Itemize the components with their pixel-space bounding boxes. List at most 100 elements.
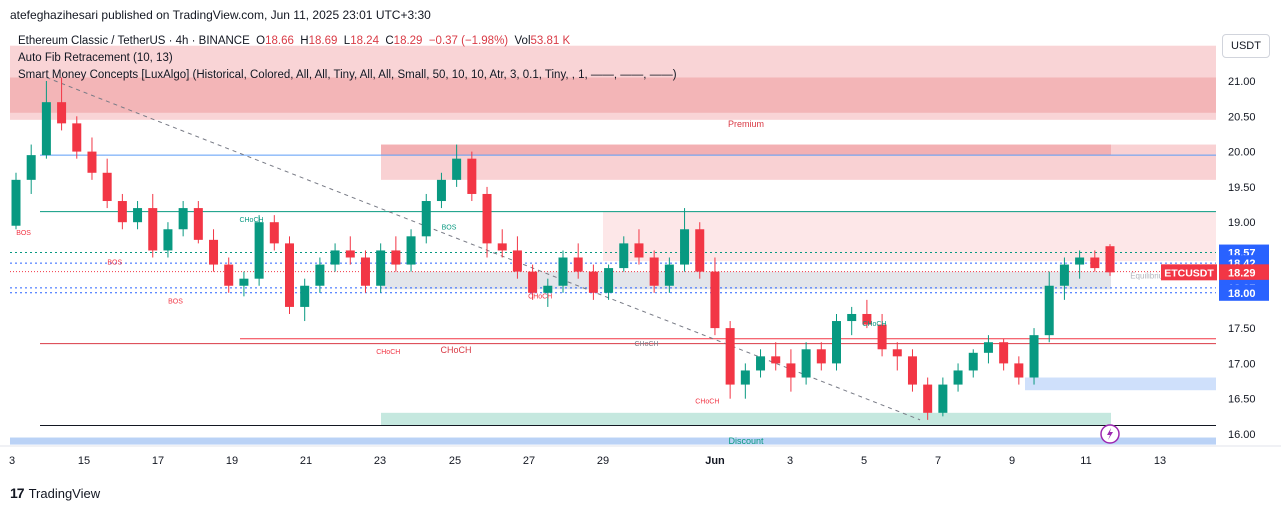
candle-body	[224, 264, 234, 286]
candle	[254, 215, 264, 286]
brand-name: TradingView	[28, 485, 101, 501]
legend-smc-indicator[interactable]: Smart Money Concepts [LuxAlgo] (Historic…	[18, 69, 677, 81]
candle	[512, 236, 522, 279]
discount-label: Discount	[728, 436, 764, 446]
candle	[452, 144, 462, 187]
candles-layer	[11, 77, 1115, 420]
currency-button[interactable]: USDT	[1222, 34, 1270, 58]
candle-body	[330, 250, 340, 265]
candle	[573, 243, 583, 279]
candle-body	[133, 208, 143, 223]
structure-label: CHoCH	[528, 293, 552, 300]
volume-value: 53.81 K	[530, 35, 571, 47]
structure-label: BOS	[107, 260, 122, 267]
candle	[467, 151, 477, 202]
candle	[771, 342, 781, 371]
candle-body	[57, 102, 67, 124]
candle	[1014, 356, 1024, 385]
candle	[102, 158, 112, 209]
candle-body	[1059, 264, 1069, 286]
candle-body	[163, 229, 173, 251]
candle-body	[26, 155, 36, 180]
lightning-glyph-icon	[1107, 428, 1113, 440]
candle	[269, 215, 279, 251]
candle	[1059, 257, 1069, 300]
candle-body	[315, 264, 325, 286]
candle-body	[497, 243, 507, 251]
candle-body	[1014, 363, 1024, 378]
candle	[391, 236, 401, 272]
candle-body	[376, 250, 386, 286]
symbol-name: Ethereum Classic / TetherUS · 4h · BINAN…	[18, 35, 250, 47]
candle	[983, 335, 993, 364]
legend-fib-indicator[interactable]: Auto Fib Retracement (10, 13)	[18, 52, 173, 64]
time-tick-label: 11	[1080, 455, 1091, 467]
candle	[41, 81, 51, 159]
structure-label: BOS	[16, 230, 31, 237]
candle	[528, 264, 538, 300]
candle	[664, 257, 674, 293]
candle-body	[117, 201, 127, 223]
price-tick-label: 20.50	[1228, 111, 1256, 123]
candle-body	[406, 236, 416, 265]
time-tick-label: 25	[449, 455, 461, 467]
candle	[178, 201, 188, 237]
candle-body	[588, 271, 598, 293]
candle	[436, 172, 446, 209]
candle-body	[148, 208, 158, 251]
candle	[57, 77, 67, 131]
candle	[209, 229, 219, 272]
candle-body	[482, 193, 492, 244]
time-tick-label: 3	[9, 455, 15, 467]
symbol-tag-bg	[1161, 264, 1217, 281]
candle-body	[756, 356, 766, 371]
candle	[832, 313, 841, 371]
candle	[816, 342, 826, 371]
candle	[543, 278, 553, 307]
structure-label: CHoCH	[239, 217, 263, 224]
discount-zone	[10, 437, 1216, 445]
candle-body	[725, 328, 735, 385]
time-tick-label: 29	[597, 455, 609, 467]
equilibrium-zone	[381, 271, 1111, 290]
candle-body	[285, 243, 294, 307]
candle	[315, 257, 325, 293]
candle-body	[239, 278, 249, 286]
candle-body	[360, 257, 370, 286]
candle	[87, 137, 97, 180]
candle	[376, 243, 386, 293]
tradingview-brand[interactable]: 17 TradingView	[10, 485, 100, 501]
candle-body	[968, 352, 978, 371]
candle-body	[1044, 285, 1054, 336]
choch-label-main: CHoCH	[440, 345, 471, 355]
candle	[1105, 244, 1115, 276]
candle-body	[680, 229, 690, 265]
price-tick-label: 19.00	[1228, 217, 1256, 229]
candle	[558, 250, 568, 293]
close-value: 18.29	[393, 35, 423, 47]
candle	[756, 349, 766, 378]
candle-body	[619, 243, 629, 269]
candle	[1075, 250, 1085, 279]
premium-fill	[603, 211, 1216, 262]
time-tick-label: 9	[1009, 455, 1015, 467]
candle	[72, 116, 82, 159]
candle	[862, 299, 872, 329]
candle	[133, 201, 143, 230]
candle	[968, 349, 978, 378]
candle-body	[11, 179, 21, 226]
price-tick-label: 20.00	[1228, 147, 1256, 159]
price-tick-label: 17.00	[1228, 358, 1256, 370]
candle	[588, 264, 598, 300]
tradingview-logo-icon: 17	[10, 485, 25, 501]
candle-body	[41, 102, 51, 156]
structure-label: CHoCH	[376, 349, 400, 356]
candle-body	[999, 342, 1009, 364]
candle-body	[269, 222, 279, 244]
candle	[482, 186, 492, 258]
candle-body	[664, 264, 674, 286]
price-chart[interactable]: BOS BOS BOS CHoCH BOS CHoCH CHoCH CHoCH CHoCH CHo…	[0, 28, 1281, 480]
high-label: H	[300, 35, 309, 47]
time-tick-label: 13	[1154, 455, 1166, 467]
candle	[604, 264, 614, 300]
